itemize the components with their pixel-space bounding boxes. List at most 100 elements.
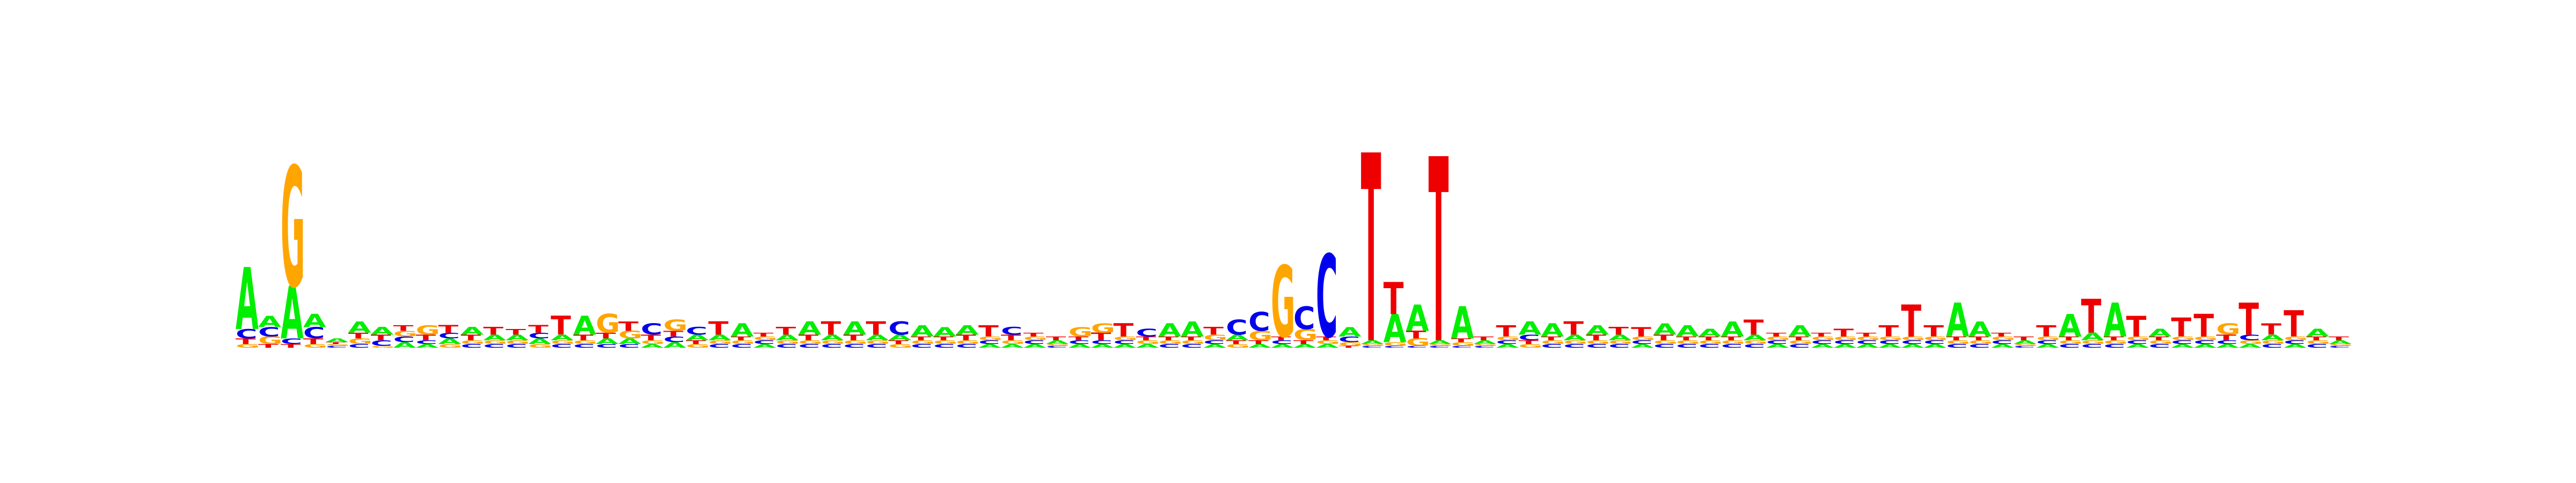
logo-letter-g: G [1429,343,1453,347]
logo-letter-c: C [1226,316,1248,340]
logo-letter-g: G [1676,339,1700,345]
logo-letter-a: A [686,333,709,342]
logo-letter-c: C [978,339,1000,345]
logo-letter-a: A [1293,343,1316,349]
logo-letter-a: A [281,273,304,356]
logo-letter-g: G [956,339,980,345]
logo-letter-t: T [1946,335,1966,341]
logo-letter-t: T [618,319,639,334]
logo-letter-a: A [1766,343,1789,349]
logo-letter-t: T [1699,335,1719,341]
logo-letter-c: C [2216,339,2238,345]
logo-letter-a: A [843,318,867,339]
logo-letter-a: A [888,333,912,342]
logo-letter-c: C [2014,346,2036,349]
logo-letter-c: C [1046,346,1068,349]
logo-letter-a: A [1721,318,1744,341]
logo-letter-t: T [1046,335,1066,341]
logo-letter-a: A [506,333,529,342]
logo-letter-g: G [1091,321,1115,336]
logo-letter-a: A [1046,339,1069,345]
logo-letter-c: C [1406,346,1428,349]
logo-letter-t: T [1541,335,1561,341]
logo-letter-a: A [2036,343,2059,349]
logo-letter-t: T [371,333,391,342]
logo-letter-c: C [596,343,618,349]
logo-letter-t: T [281,343,301,349]
logo-letter-c: C [2059,343,2081,349]
logo-letter-c: C [2171,339,2193,345]
logo-letter-g: G [1181,339,1205,345]
logo-letter-a: A [326,338,349,343]
logo-letter-a: A [933,325,956,340]
logo-letter-c: C [551,343,573,349]
logo-letter-a: A [236,250,259,349]
logo-letter-t: T [731,335,751,341]
logo-letter-g: G [1766,335,1790,341]
logo-letter-g: G [2126,335,2150,341]
logo-letter-g: G [1834,335,1858,341]
logo-letter-c: C [1136,327,1158,339]
logo-letter-t: T [1766,332,1787,338]
logo-letter-t: T [551,311,571,341]
logo-letter-c: C [303,324,325,342]
logo-letter-g: G [843,339,867,345]
logo-letter-g: G [1046,343,1070,347]
logo-letter-c: C [1653,343,1675,349]
logo-letter-a: A [1271,343,1294,349]
logo-letter-t: T [1361,101,1381,401]
logo-letter-c: C [1563,343,1585,349]
logo-letter-g: G [2284,335,2308,341]
logo-letter-g: G [2216,320,2240,338]
logo-letter-t: T [1248,339,1269,345]
logo-letter-c: C [821,343,843,349]
logo-letter-a: A [1563,333,1587,342]
logo-letter-g: G [1158,339,1182,345]
logo-letter-a: A [776,333,800,342]
logo-letter-g: G [1069,325,1093,340]
logo-letter-a: A [978,343,1001,349]
logo-letter-t: T [2104,335,2124,341]
logo-letter-c: C [1541,343,1563,349]
logo-letter-t: T [956,333,976,342]
logo-letter-g: G [1114,335,1138,341]
logo-letter-c: C [888,318,910,339]
logo-letter-a: A [1968,318,1992,341]
logo-letter-t: T [2216,333,2236,342]
logo-letter-c: C [798,343,820,349]
logo-letter-c: C [483,343,505,349]
logo-letter-g: G [326,343,350,347]
logo-letter-t: T [460,333,481,342]
logo-letter-a: A [798,318,822,339]
logo-letter-t: T [686,339,706,345]
logo-letter-a: A [753,343,777,349]
logo-letter-g: G [1496,335,1520,341]
logo-letter-g: G [2194,335,2218,341]
logo-letter-c: C [663,335,685,344]
logo-letter-a: A [2014,339,2037,345]
logo-letter-a: A [1923,343,1946,349]
logo-letter-g: G [236,343,260,349]
